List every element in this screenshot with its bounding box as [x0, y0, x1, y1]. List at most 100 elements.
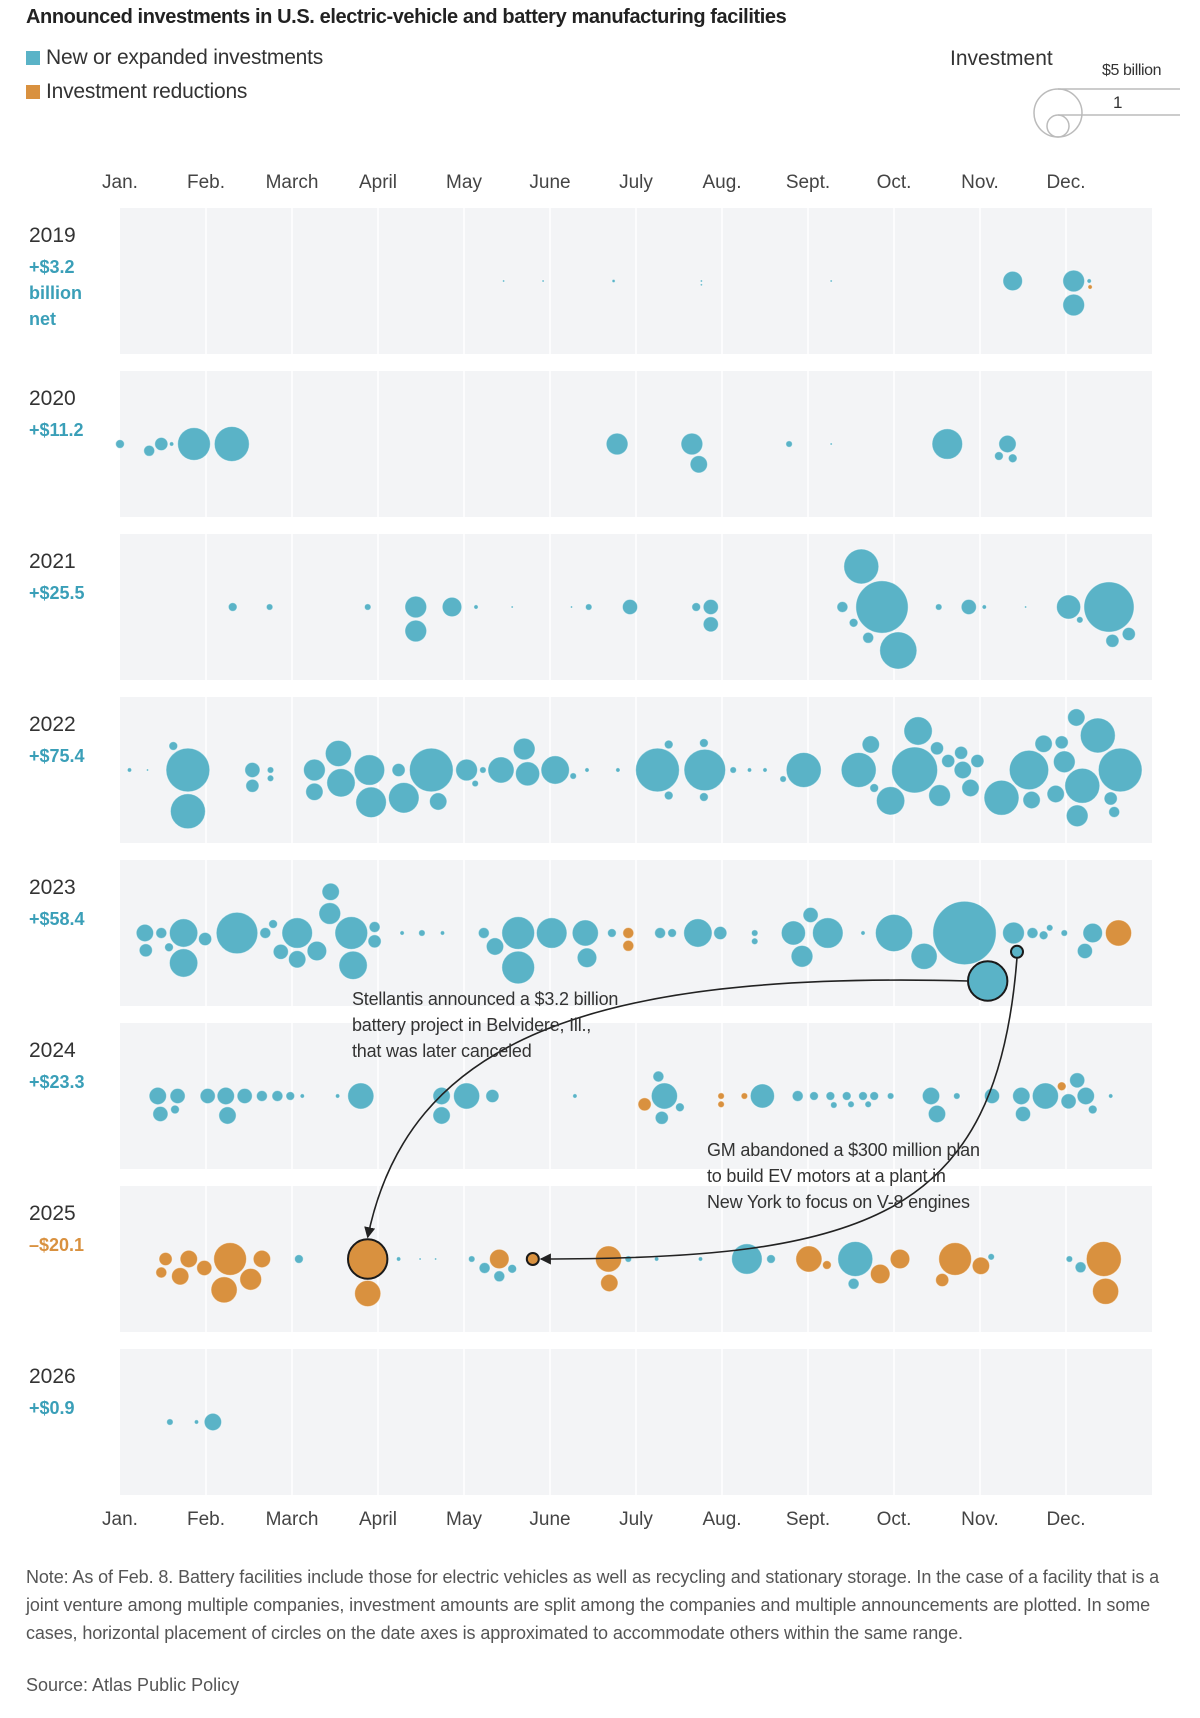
investment-bubble — [395, 1256, 402, 1262]
investment-bubble — [864, 1100, 873, 1109]
investment-bubble — [471, 779, 480, 788]
investment-bubble — [624, 1255, 633, 1263]
legend-label: New or expanded investments — [46, 46, 324, 69]
investment-bubble — [875, 786, 906, 816]
investment-bubble — [1076, 1086, 1096, 1106]
investment-bubble — [635, 747, 680, 793]
top-month-label: July — [619, 172, 653, 193]
reduction-bubble — [889, 1248, 911, 1270]
investment-bubble — [576, 947, 598, 969]
highlighted-gm-bubble — [1010, 944, 1024, 959]
investment-bubble — [869, 783, 880, 793]
investment-bubble — [910, 942, 938, 970]
investment-bubble — [485, 937, 505, 956]
investment-bubble — [218, 1106, 237, 1125]
investment-bubble — [418, 929, 426, 937]
net-change-label: +$23.3 — [29, 1072, 85, 1092]
reduction-bubble — [354, 1279, 382, 1308]
bottom-month-label: Nov. — [961, 1509, 999, 1530]
investment-bubble — [135, 923, 155, 943]
investment-bubble — [779, 775, 787, 783]
investment-bubble — [1045, 924, 1054, 932]
investment-bubble — [198, 931, 213, 947]
top-month-label: May — [446, 172, 482, 193]
reduction-bubble — [938, 1242, 972, 1276]
investment-bubble — [858, 1091, 868, 1101]
investment-bubble — [145, 768, 150, 772]
investment-bubble — [569, 772, 578, 780]
investment-bubble — [1065, 804, 1089, 828]
reduction-bubble — [1087, 284, 1093, 290]
investment-bubble — [1026, 927, 1039, 939]
gm-arrow — [539, 957, 1018, 1265]
investment-bubble — [305, 782, 324, 801]
reduction-bubble — [252, 1249, 272, 1269]
bottom-month-label: March — [265, 1509, 319, 1530]
investment-bubble — [931, 428, 964, 460]
year-label: 2022 — [29, 713, 76, 736]
investment-bubble — [1065, 1255, 1074, 1263]
investment-bubble — [1108, 1093, 1114, 1099]
investment-bubble — [541, 279, 545, 283]
size-legend-big-label: $5 billion — [1102, 62, 1162, 79]
investment-bubble — [987, 1253, 996, 1261]
investment-bubble — [138, 943, 153, 958]
investment-bubble — [874, 913, 914, 953]
investment-bubble — [891, 746, 939, 794]
investment-bubble — [1103, 791, 1118, 806]
investment-bubble — [510, 605, 514, 609]
investment-bubble — [306, 940, 328, 962]
investment-bubble — [388, 782, 420, 814]
investment-bubble — [1002, 270, 1024, 292]
investment-bubble — [399, 930, 405, 936]
investment-bubble — [860, 930, 866, 936]
legend-item-reductions: Investment reductions — [26, 80, 247, 104]
investment-bubble — [432, 1106, 451, 1125]
reduction-bubble — [600, 1273, 619, 1293]
investment-bubble — [653, 1256, 660, 1262]
investment-bubble — [502, 279, 506, 283]
size-legend-small-circle — [1046, 114, 1070, 138]
reduction-bubble — [213, 1242, 248, 1276]
investment-bubble — [941, 753, 956, 769]
investment-bubble — [697, 1256, 704, 1262]
investment-bubble — [843, 548, 880, 585]
investment-bubble — [699, 738, 709, 748]
investment-bubble — [1054, 735, 1069, 750]
investment-bubble — [334, 916, 369, 950]
annotation-line: New York to focus on V-8 engines — [707, 1192, 970, 1212]
investment-bubble — [970, 753, 985, 769]
investment-bubble — [746, 767, 753, 773]
chart-note: Note: As of Feb. 8. Battery facilities i… — [26, 1567, 1160, 1643]
investment-bubble — [1097, 747, 1143, 793]
investment-bubble — [1076, 616, 1084, 624]
investment-bubble — [1012, 1086, 1031, 1106]
investment-bubble — [654, 1110, 669, 1125]
investment-bubble — [266, 774, 275, 783]
investment-bubble — [1062, 293, 1086, 317]
investment-bubble — [166, 1418, 174, 1426]
bottom-month-label: Dec. — [1046, 1509, 1086, 1530]
investment-bubble — [994, 451, 1004, 461]
investment-bubble — [168, 918, 199, 948]
investment-bubble — [213, 426, 250, 462]
investment-bubble — [780, 920, 807, 946]
investment-bubble — [326, 768, 356, 798]
bottom-month-label: June — [529, 1509, 571, 1530]
investment-bubble — [540, 755, 570, 785]
investment-bubble — [762, 767, 768, 773]
investment-bubble — [830, 1101, 838, 1109]
reduction-bubble — [1085, 1241, 1122, 1277]
investment-bubble — [487, 756, 515, 784]
investment-bubble — [847, 1100, 855, 1109]
investment-bubble — [152, 1105, 169, 1123]
investment-bubble — [1060, 1093, 1077, 1110]
investment-bubble — [477, 927, 490, 939]
investment-bubble — [961, 778, 980, 798]
investment-bubble — [1108, 806, 1121, 818]
investment-bubble — [1008, 749, 1050, 791]
investment-bubble — [650, 1082, 679, 1110]
investment-bubble — [318, 902, 342, 925]
investment-bubble — [611, 278, 616, 284]
investment-bubble — [829, 442, 833, 446]
